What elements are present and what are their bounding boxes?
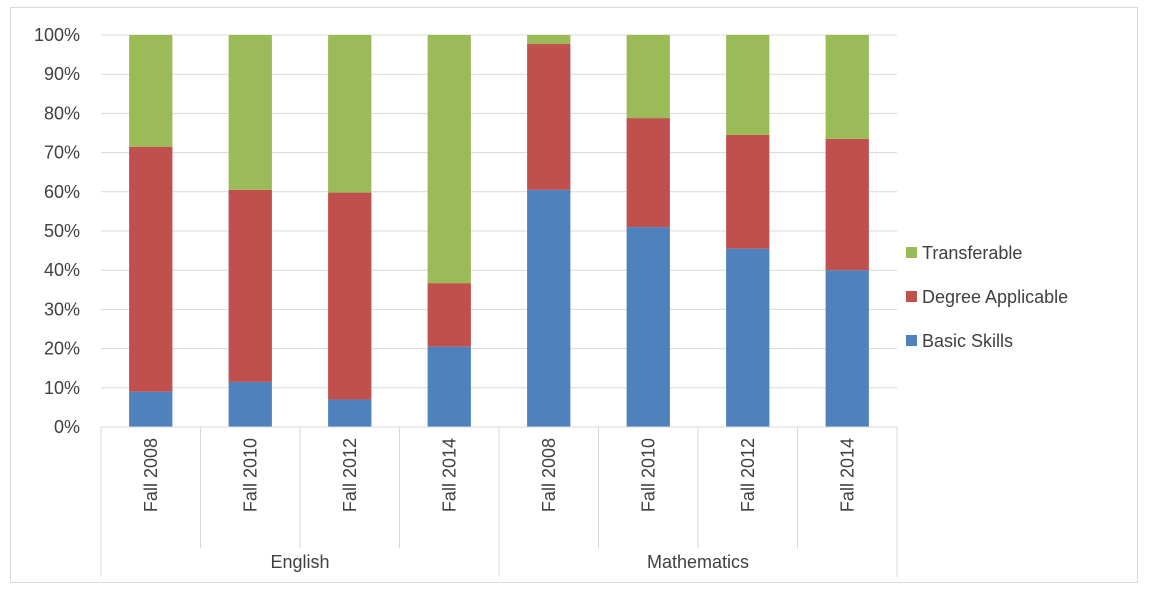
bar-degree-applicable [527,44,571,190]
x-category-label: Fall 2014 [439,438,459,512]
legend-swatch [906,247,917,258]
bar-transferable [825,35,869,139]
y-tick-label: 100% [34,25,80,45]
x-category-label: Fall 2010 [240,438,260,512]
bar-transferable [129,35,173,147]
bar-degree-applicable [825,138,869,271]
bar-basic-skills [527,189,571,427]
bar-basic-skills [328,399,372,427]
bar-transferable [726,35,770,135]
bar-degree-applicable [328,192,372,400]
chart-frame [10,7,1138,583]
bar-basic-skills [427,346,471,427]
bar-degree-applicable [427,283,471,347]
x-category-label: Fall 2010 [638,438,658,512]
bar-degree-applicable [129,146,173,392]
legend-label: Degree Applicable [922,287,1068,307]
bar-basic-skills [825,270,869,427]
y-tick-label: 90% [44,64,80,84]
bar-transferable [626,35,670,119]
bar-degree-applicable [626,118,670,228]
x-category-label: Fall 2008 [539,438,559,512]
x-category-label: Fall 2012 [738,438,758,512]
legend-label: Transferable [922,243,1022,263]
bar-transferable [527,35,571,45]
x-category-label: Fall 2014 [837,438,857,512]
y-tick-label: 70% [44,143,80,163]
y-tick-label: 40% [44,260,80,280]
x-group-label: Mathematics [647,552,749,572]
bar-transferable [228,35,272,190]
x-category-label: Fall 2008 [141,438,161,512]
legend-label: Basic Skills [922,331,1013,351]
y-tick-label: 80% [44,103,80,123]
y-tick-label: 20% [44,339,80,359]
y-tick-label: 60% [44,182,80,202]
bar-basic-skills [129,391,173,427]
bar-degree-applicable [726,134,770,249]
x-group-label: English [270,552,329,572]
y-tick-label: 50% [44,221,80,241]
x-category-label: Fall 2012 [340,438,360,512]
bar-basic-skills [228,381,272,427]
bar-basic-skills [626,227,670,427]
legend-swatch [906,291,917,302]
y-tick-label: 30% [44,299,80,319]
y-tick-label: 10% [44,378,80,398]
bar-basic-skills [726,248,770,427]
y-tick-label: 0% [54,417,80,437]
bar-transferable [427,35,471,284]
bar-transferable [328,35,372,193]
bar-degree-applicable [228,189,272,382]
legend-swatch [906,335,917,346]
